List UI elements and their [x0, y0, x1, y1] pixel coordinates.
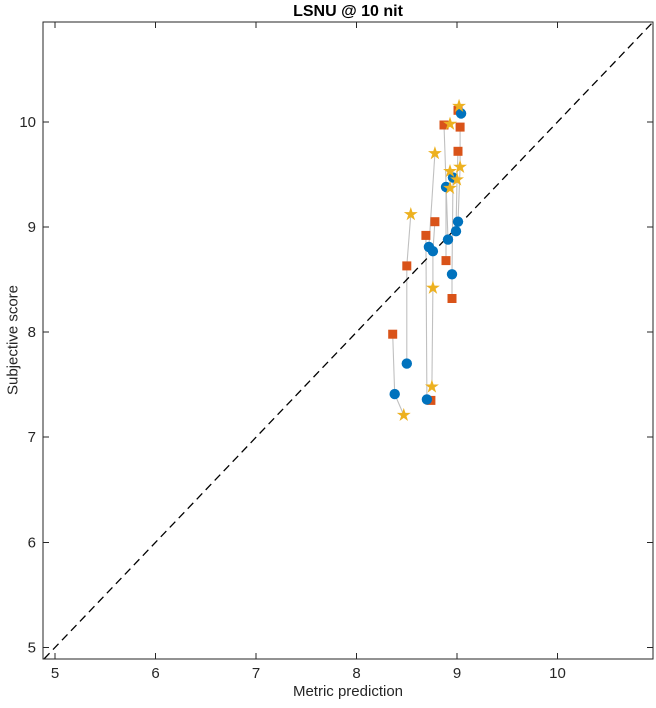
- data-point-square: [453, 146, 463, 156]
- y-tick-label: 7: [28, 429, 36, 446]
- data-point-star: [453, 159, 467, 173]
- connector-line: [425, 235, 432, 401]
- x-tick-label: 8: [352, 665, 360, 682]
- data-point-circle: [427, 246, 439, 257]
- data-point-square: [455, 122, 465, 132]
- x-tick-label: 7: [252, 665, 260, 682]
- data-point-circle: [389, 388, 400, 400]
- data-point-star: [452, 98, 466, 112]
- data-point-circle: [421, 394, 433, 405]
- data-point-star: [403, 207, 418, 221]
- data-point-circle: [452, 216, 464, 227]
- data-point-star: [443, 116, 457, 130]
- y-tick-label: 9: [28, 219, 36, 236]
- data-point-square: [430, 217, 440, 227]
- data-point-circle: [450, 226, 462, 237]
- data-point-square: [439, 120, 449, 130]
- chart-title: LSNU @ 10 nit: [293, 3, 403, 20]
- data-point-square: [447, 294, 457, 303]
- data-point-circle: [455, 108, 467, 119]
- connector-line: [431, 221, 436, 387]
- x-tick-label: 10: [549, 665, 566, 682]
- connector-line: [457, 127, 461, 222]
- y-tick-label: 8: [28, 324, 36, 341]
- data-point-star: [443, 163, 457, 178]
- data-point-circle: [446, 269, 458, 280]
- data-point-square: [441, 256, 451, 266]
- data-point-star: [427, 146, 442, 160]
- data-point-square: [421, 230, 431, 240]
- identity-line: [43, 22, 653, 660]
- x-tick-label: 6: [151, 665, 159, 682]
- data-point-square: [388, 329, 398, 339]
- x-axis-label: Metric prediction: [292, 683, 404, 700]
- data-point-circle: [442, 234, 454, 245]
- data-point-square: [402, 261, 412, 271]
- data-point-star: [450, 172, 464, 186]
- data-point-star: [443, 180, 457, 194]
- axes-box: [42, 21, 654, 660]
- connector-line: [406, 214, 412, 364]
- plot-area: 5 6 7 8 9 10 5 6 7 8 9 10: [19, 21, 654, 682]
- data-point-star: [424, 379, 439, 393]
- y-axis-label: Subjective score: [4, 284, 22, 396]
- connector-line: [443, 123, 451, 240]
- y-tick-label: 10: [19, 114, 36, 131]
- connector-line: [392, 334, 405, 416]
- data-point-star: [396, 407, 411, 422]
- x-tick-label: 5: [51, 665, 59, 682]
- y-tick-label: 5: [28, 639, 36, 656]
- data-point-circle: [401, 358, 412, 369]
- data-point-star: [425, 280, 440, 294]
- y-tick-label: 6: [28, 534, 36, 551]
- x-tick-label: 9: [453, 665, 461, 682]
